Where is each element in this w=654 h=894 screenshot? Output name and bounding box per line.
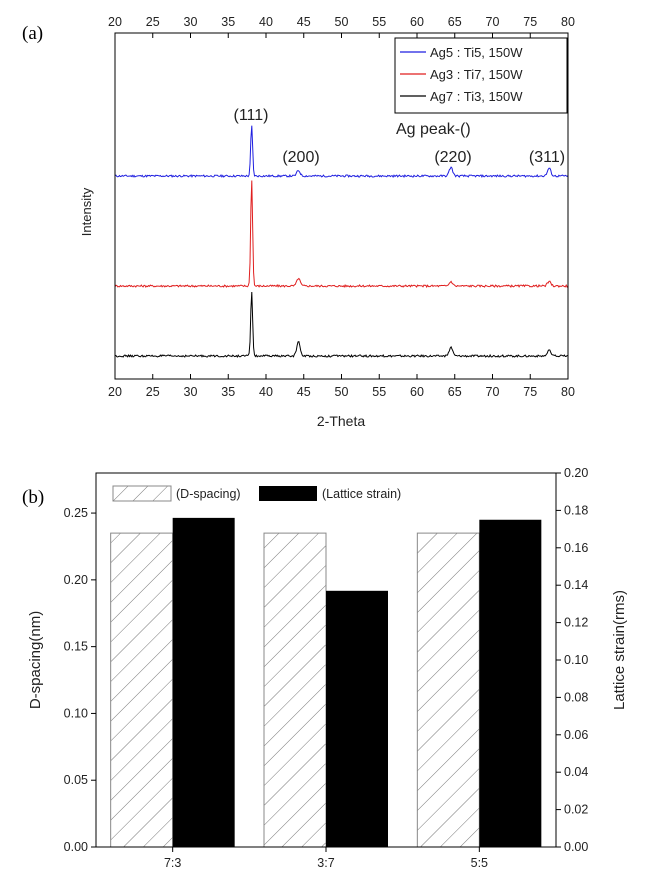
bar-right-tick-label: 0.14 — [564, 578, 588, 592]
xrd-series-line — [114, 291, 568, 359]
xrd-top-tick-label: 80 — [561, 15, 575, 29]
bar-right-tick-label: 0.04 — [564, 765, 588, 779]
xrd-x-tick-label: 80 — [561, 385, 575, 399]
xrd-top-tick-label: 40 — [259, 15, 273, 29]
bar-plot-area — [110, 517, 542, 848]
bar-chart: 7:3 3:7 5:5 0.00 0.05 0.10 0.15 0.20 0.25 0.00 0.0… — [27, 466, 628, 870]
bar-d-spacing — [263, 532, 327, 848]
xrd-x-tick-label: 25 — [146, 385, 160, 399]
xrd-x-tick-label: 35 — [221, 385, 235, 399]
xrd-chart: 20 20 25 25 30 30 35 35 40 40 45 45 50 50 55 55 60 60 65 65… — [79, 15, 575, 429]
bar-category-label: 5:5 — [471, 856, 488, 870]
xrd-peak-label: (111) — [234, 107, 269, 124]
bar-lattice-strain — [172, 517, 235, 847]
bar-right-tick-label: 0.06 — [564, 728, 588, 742]
bar-right-tick-label: 0.08 — [564, 690, 588, 704]
bar-legend: (D-spacing) (Lattice strain) — [112, 485, 401, 502]
bar-legend-label: (Lattice strain) — [322, 487, 401, 501]
xrd-legend-label: Ag7 : Ti3, 150W — [430, 89, 523, 104]
xrd-legend-entries: Ag5 : Ti5, 150W Ag3 : Ti7, 150W Ag7 : Ti3,… — [400, 45, 523, 104]
xrd-x-tick-label: 30 — [184, 385, 198, 399]
bar-right-tick-label: 0.16 — [564, 541, 588, 555]
xrd-x-axis-title: 2-Theta — [317, 413, 365, 429]
panel-a-label: (a) — [22, 23, 43, 44]
bar-left-tick-label: 0.10 — [64, 706, 88, 720]
bar-right-tick-label: 0.10 — [564, 653, 588, 667]
xrd-x-tick-label: 45 — [297, 385, 311, 399]
xrd-peak-label: (220) — [434, 149, 471, 166]
panel-b-label: (b) — [22, 487, 44, 508]
xrd-top-tick-label: 20 — [108, 15, 122, 29]
bar-left-axis-title: D-spacing(nm) — [27, 611, 44, 709]
bar-right-tick-label: 0.12 — [564, 616, 588, 630]
bar-right-axis-title: Lattice strain(rms) — [611, 590, 628, 710]
xrd-x-tick-label: 20 — [108, 385, 122, 399]
xrd-top-tick-label: 70 — [486, 15, 500, 29]
xrd-series-line — [114, 180, 569, 289]
bar-lattice-strain — [479, 519, 542, 847]
xrd-x-tick-label: 55 — [372, 385, 386, 399]
bar-left-tick-label: 0.15 — [64, 640, 88, 654]
xrd-annotation: Ag peak-() — [396, 121, 471, 138]
panel-a: (a) 20 20 25 25 30 30 35 35 40 40 45 45 50 50 55 55 60 60… — [22, 15, 575, 429]
xrd-x-tick-label: 40 — [259, 385, 273, 399]
xrd-top-tick-label: 30 — [184, 15, 198, 29]
xrd-x-tick-label: 65 — [448, 385, 462, 399]
xrd-x-tick-label: 50 — [335, 385, 349, 399]
xrd-top-tick-label: 55 — [372, 15, 386, 29]
xrd-series-line — [114, 125, 569, 179]
xrd-top-tick-label: 45 — [297, 15, 311, 29]
xrd-legend-label: Ag5 : Ti5, 150W — [430, 45, 523, 60]
xrd-axis-ticks: 20 20 25 25 30 30 35 35 40 40 45 45 50 50 55 55 60 60 65 65… — [108, 15, 575, 399]
xrd-legend-box — [394, 37, 568, 114]
bar-left-tick-label: 0.20 — [64, 573, 88, 587]
bar-right-tick-label: 0.02 — [564, 803, 588, 817]
xrd-peak-label: (311) — [529, 149, 565, 166]
xrd-top-tick-label: 25 — [146, 15, 160, 29]
xrd-top-tick-label: 50 — [335, 15, 349, 29]
bar-category-label: 7:3 — [164, 856, 181, 870]
xrd-plot-area — [114, 125, 569, 359]
bar-left-tick-label: 0.05 — [64, 773, 88, 787]
xrd-peak-label: (200) — [282, 149, 319, 166]
bar-d-spacing — [110, 532, 174, 848]
bar-left-tick-label: 0.25 — [64, 506, 88, 520]
bar-lattice-strain — [326, 590, 388, 847]
bar-legend-swatch-lattice-strain — [259, 486, 317, 501]
xrd-top-tick-label: 75 — [523, 15, 537, 29]
bar-right-tick-label: 0.20 — [564, 466, 588, 480]
xrd-top-tick-label: 60 — [410, 15, 424, 29]
bar-legend-label: (D-spacing) — [176, 487, 241, 501]
bar-left-tick-label: 0.00 — [64, 840, 88, 854]
xrd-x-tick-label: 75 — [523, 385, 537, 399]
xrd-legend: Ag5 : Ti5, 150W Ag3 : Ti7, 150W Ag7 : Ti3,… — [394, 37, 568, 114]
xrd-y-axis-title: Intensity — [79, 187, 94, 236]
xrd-top-tick-label: 35 — [221, 15, 235, 29]
bar-right-tick-label: 0.00 — [564, 840, 588, 854]
xrd-legend-label: Ag3 : Ti7, 150W — [430, 67, 523, 82]
xrd-x-tick-label: 60 — [410, 385, 424, 399]
bar-right-tick-label: 0.18 — [564, 503, 588, 517]
xrd-peak-labels: (111) (200) (220) (311) — [234, 107, 566, 166]
bar-d-spacing — [416, 532, 480, 848]
bar-axis-ticks: 7:3 3:7 5:5 0.00 0.05 0.10 0.15 0.20 0.25 0.00 0.0… — [64, 466, 589, 870]
xrd-x-tick-label: 70 — [486, 385, 500, 399]
panel-b: (b) 7:3 3:7 5:5 0.00 0.05 0.10 0.15 0.20 0.25 0.0… — [22, 466, 628, 870]
bar-legend-swatch-d-spacing — [112, 485, 172, 502]
bar-category-label: 3:7 — [317, 856, 334, 870]
xrd-top-tick-label: 65 — [448, 15, 462, 29]
